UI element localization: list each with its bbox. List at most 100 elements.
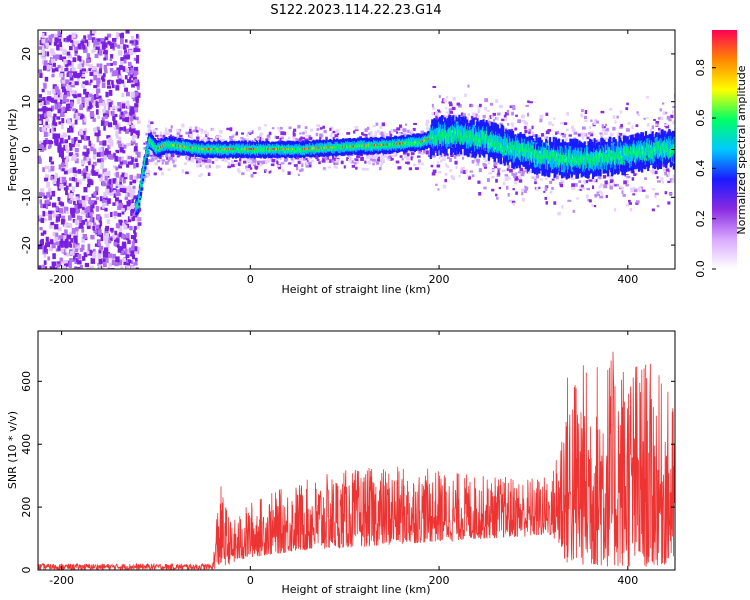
spectrogram-cell	[207, 137, 210, 140]
spectrogram-cell	[671, 179, 675, 183]
spectrogram-cell	[165, 155, 169, 158]
spectrogram-cell	[106, 219, 110, 225]
spectrogram-cell	[48, 225, 53, 229]
spectrogram-cell	[606, 127, 609, 132]
spectrogram-cell	[43, 195, 48, 199]
spectrogram-cell	[667, 172, 671, 177]
spectrogram-cell	[77, 93, 82, 98]
spectrogram-cell	[105, 225, 110, 231]
spectrogram-cell	[113, 113, 118, 118]
spectrogram-cell	[665, 124, 670, 129]
spectrogram-cell	[80, 135, 85, 140]
spectrogram-cell	[593, 122, 597, 126]
spectrogram-cell	[176, 132, 181, 135]
spectrogram-cell	[323, 129, 327, 134]
spectrogram-cell	[55, 133, 60, 139]
spectrogram-cell	[603, 131, 608, 135]
spectrogram-cell	[130, 91, 135, 98]
spectrogram-cell	[97, 253, 102, 259]
spectrogram-cell	[102, 152, 107, 157]
spectrogram-cell	[437, 188, 440, 191]
spectrogram-cell	[620, 123, 623, 128]
spectrogram-cell	[503, 114, 507, 118]
spectrogram-cell	[136, 120, 141, 124]
spectrogram-cell	[121, 101, 126, 105]
spectrogram-cell	[89, 79, 93, 83]
spectrogram-cell	[616, 134, 620, 138]
spectrogram-cell	[515, 191, 518, 195]
spectrogram-cell	[111, 84, 115, 89]
spectrogram-cell	[609, 179, 614, 184]
spectrogram-cell	[68, 143, 73, 147]
spectrogram-cell	[129, 174, 133, 181]
spectrogram-cell	[586, 136, 590, 140]
spectrogram-cell	[119, 127, 124, 131]
spectrogram-cell	[71, 41, 75, 47]
spectrogram-cell	[119, 176, 123, 182]
spectrogram-cell	[45, 121, 48, 126]
spectrogram-cell	[332, 136, 335, 141]
spectrogram-cell	[109, 227, 114, 232]
spectrogram-cell	[95, 186, 99, 192]
spectrogram-cell	[108, 179, 112, 185]
spectrogram-cell	[233, 159, 238, 163]
spectrogram-cell	[39, 148, 44, 152]
spectrogram-cell	[96, 152, 101, 157]
spectrogram-cell	[432, 107, 436, 110]
spectrogram-cell	[199, 156, 204, 161]
spectrogram-cell	[100, 41, 105, 45]
spectrogram-cell	[396, 127, 401, 131]
spectrogram-cell	[520, 173, 525, 177]
spectrogram-cell	[465, 169, 468, 174]
spectrogram-cell	[584, 110, 588, 115]
spectrogram-cell	[120, 266, 124, 269]
spectrogram-cell	[551, 123, 554, 127]
spectrogram-cell	[214, 158, 219, 162]
spectrogram-cell	[364, 128, 368, 132]
spectrogram-cell	[72, 242, 76, 248]
spectrogram-cell	[254, 165, 259, 169]
spectrogram-cell	[495, 99, 499, 103]
spectrogram-cell	[67, 85, 71, 91]
spectrogram-cell	[132, 188, 136, 194]
spectrogram-cell	[52, 88, 56, 95]
spectrogram-cell	[41, 60, 46, 65]
spectrogram-cell	[616, 115, 619, 119]
spectrogram-cell	[580, 113, 584, 118]
spectrogram-cell	[58, 102, 62, 109]
spectrogram-cell	[583, 115, 588, 120]
spectrogram-cell	[110, 54, 114, 59]
spectrogram-cell	[57, 89, 61, 95]
spectrogram-cell	[493, 162, 498, 166]
spectrogram-cell	[91, 164, 95, 169]
spectrogram-cell	[67, 135, 71, 140]
spectrogram-cell	[197, 161, 202, 164]
spectrogram-cell	[54, 122, 58, 127]
spectrogram-cell	[425, 150, 429, 155]
spectrogram-cell	[42, 42, 46, 46]
spectrogram-cell	[134, 257, 138, 262]
spectrogram-cell	[101, 101, 105, 107]
spectrogram-cell	[651, 208, 655, 212]
spectrogram-cell	[168, 156, 173, 161]
spectrogram-cell	[60, 99, 63, 105]
spectrogram-cell	[507, 122, 510, 126]
spectrogram-cell	[55, 214, 60, 218]
spectrogram-cell	[122, 113, 126, 120]
spectrogram-cell	[128, 61, 132, 67]
spectrogram-cell	[114, 230, 118, 236]
spectrogram-cell	[129, 181, 133, 185]
spectrogram-cell	[589, 126, 592, 129]
spectrogram-cell	[92, 222, 97, 226]
spectrogram-cell	[570, 174, 573, 179]
spectrogram-cell	[110, 42, 115, 49]
spectrogram-cell	[117, 81, 121, 85]
spectrogram-cell	[80, 159, 86, 165]
spectrogram-cell	[93, 229, 98, 234]
spectrogram-cell	[62, 49, 67, 55]
spectrogram-cell	[63, 94, 68, 98]
spectrogram-cell	[594, 193, 598, 198]
spectrogram-cell	[259, 163, 264, 166]
spectrogram-cell	[165, 127, 168, 132]
spectrogram-cell	[192, 129, 196, 132]
